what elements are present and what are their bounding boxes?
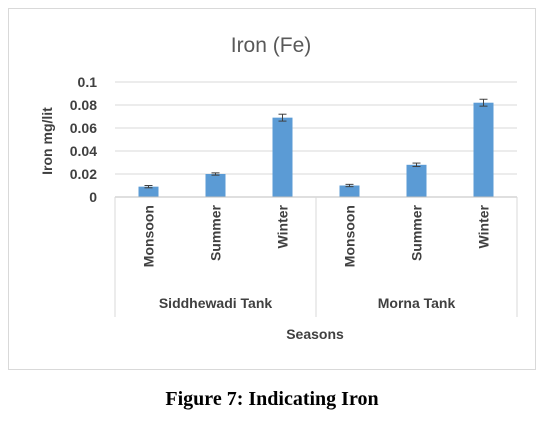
category-label: Monsoon: [342, 205, 358, 267]
gridlines: [115, 81, 517, 175]
bar: [205, 174, 226, 197]
bar: [272, 117, 293, 197]
y-tick-label: 0.02: [70, 166, 97, 182]
y-tick-label: 0.1: [78, 74, 98, 90]
y-tick-label: 0.04: [70, 143, 97, 159]
category-label: Summer: [208, 204, 224, 261]
group-label: Siddhewadi Tank: [159, 295, 273, 311]
category-label: Winter: [476, 204, 492, 248]
chart-title: Iron (Fe): [231, 34, 312, 57]
category-label: Winter: [275, 204, 291, 248]
y-tick-label: 0: [89, 189, 97, 205]
iron-bar-chart: Iron (Fe) 0 0.02 0.04 0.06 0.08 0.1 Monsoon Su…: [39, 34, 518, 342]
x-axis-label: Seasons: [286, 326, 344, 342]
bars: [138, 102, 494, 197]
category-label: Summer: [409, 204, 425, 261]
category-label: Monsoon: [141, 205, 157, 267]
figure-caption: Figure 7: Indicating Iron: [165, 388, 379, 410]
bar: [473, 102, 494, 197]
group-label: Morna Tank: [378, 295, 456, 311]
bar: [138, 186, 159, 197]
y-axis-label: Iron mg/lit: [39, 107, 55, 175]
bar: [406, 164, 427, 197]
y-tick-label: 0.06: [70, 120, 97, 136]
y-tick-labels: 0 0.02 0.04 0.06 0.08 0.1: [70, 74, 97, 205]
y-tick-label: 0.08: [70, 97, 97, 113]
chart-frame: Iron (Fe) 0 0.02 0.04 0.06 0.08 0.1 Monsoon Su…: [8, 8, 536, 370]
bar: [339, 185, 360, 197]
x-axis: Monsoon Summer Winter Siddhewadi Tank Monsoo…: [114, 196, 518, 317]
error-bars: [144, 98, 488, 189]
